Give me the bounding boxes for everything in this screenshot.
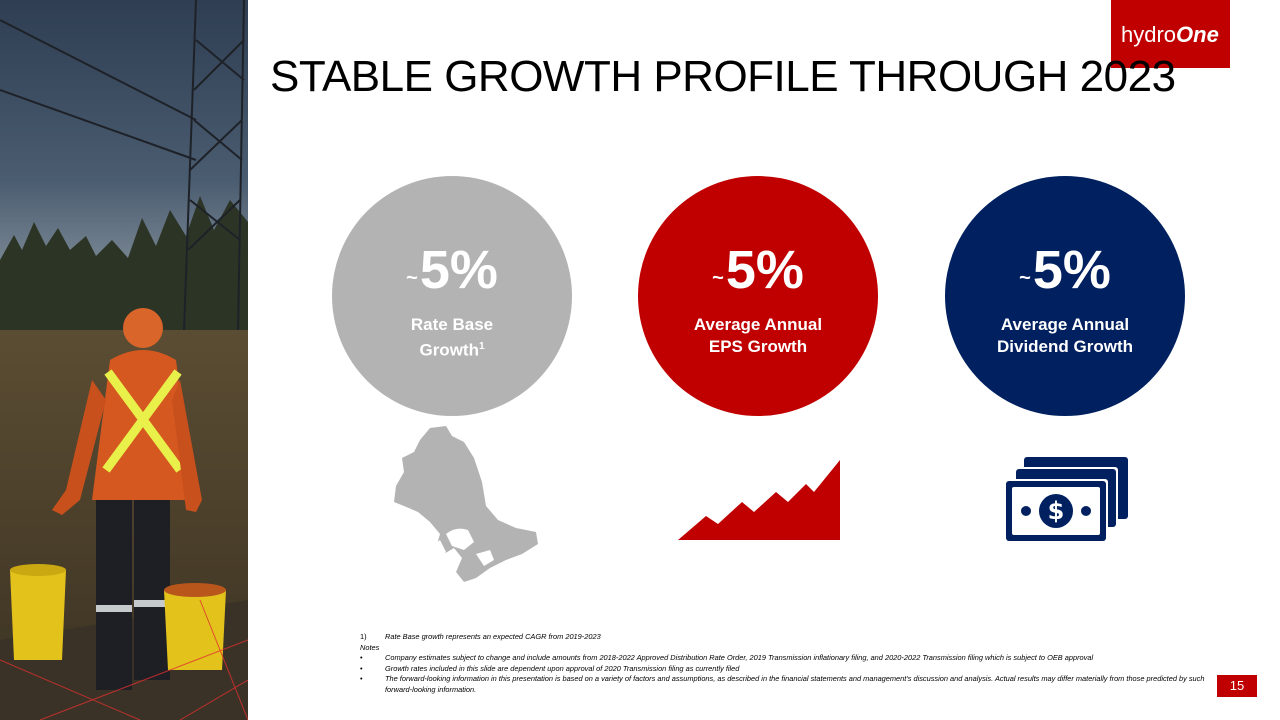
page-number: 15: [1217, 675, 1257, 697]
metric-label: Average Annual Dividend Growth: [997, 315, 1133, 356]
metric-label: Rate Base Growth1: [410, 315, 494, 360]
hydro-one-logo: hydroOne: [1111, 0, 1230, 68]
eps-growth-circle: ~5% Average Annual EPS Growth: [638, 176, 878, 416]
metric-value: ~5%: [1019, 240, 1111, 300]
dividend-growth-circle: ~5% Average Annual Dividend Growth: [945, 176, 1185, 416]
notes-heading: Notes: [360, 642, 380, 652]
svg-text:$: $: [1048, 497, 1065, 525]
slide-title: STABLE GROWTH PROFILE THROUGH 2023: [270, 52, 1176, 101]
note-bullet: • The forward-looking information in thi…: [360, 674, 1205, 694]
lineworker-photo: [0, 0, 248, 720]
logo-text: hydroOne: [1121, 22, 1219, 47]
footnotes: 1) Rate Base growth represents an expect…: [360, 632, 1220, 696]
footnote-1: 1) Rate Base growth represents an expect…: [360, 632, 601, 641]
metric-value: ~5%: [712, 240, 804, 300]
note-bullet: • Growth rates included in this slide ar…: [360, 663, 740, 673]
metric-label: Average Annual EPS Growth: [693, 315, 823, 356]
metric-value: ~5%: [406, 240, 498, 300]
growth-chart-icon: [678, 460, 840, 540]
rate-base-growth-circle: ~5% Rate Base Growth1: [332, 176, 572, 416]
money-stack-icon: $: [1004, 457, 1128, 543]
ontario-map-icon: [394, 426, 538, 582]
note-bullet: • Company estimates subject to change an…: [360, 653, 1094, 663]
